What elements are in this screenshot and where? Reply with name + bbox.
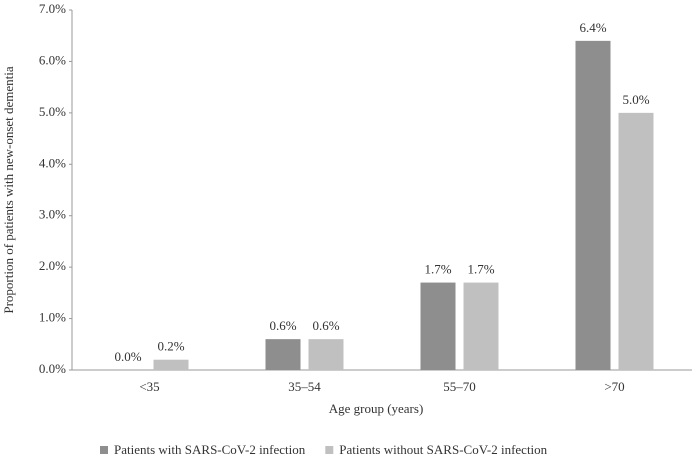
data-label: 6.4% [579,20,606,35]
y-tick-label: 0.0% [39,361,66,376]
y-tick-label: 6.0% [39,52,66,67]
legend-swatch [100,446,108,454]
data-label: 1.7% [424,262,451,277]
x-tick-label: <35 [139,379,159,394]
x-axis-label: Age group (years) [329,401,424,416]
bar [420,282,456,370]
y-tick-label: 2.0% [39,258,66,273]
y-tick-label: 4.0% [39,155,66,170]
data-label: 1.7% [467,262,494,277]
y-axis-label: Proportion of patients with new-onset de… [1,66,16,314]
data-label: 0.6% [312,318,339,333]
data-label: 0.6% [269,318,296,333]
bar [308,339,344,370]
x-tick-label: 35–54 [288,379,321,394]
x-tick-label: >70 [604,379,624,394]
y-tick-label: 1.0% [39,310,66,325]
legend-label: Patients with SARS-CoV-2 infection [114,442,306,457]
bar [463,282,499,370]
bar [618,112,654,370]
data-label: 0.0% [114,349,141,364]
bar [265,339,301,370]
legend-label: Patients without SARS-CoV-2 infection [339,442,547,457]
bar [575,40,611,370]
bar [153,359,189,370]
y-tick-label: 7.0% [39,1,66,16]
x-tick-label: 55–70 [443,379,476,394]
y-tick-label: 5.0% [39,104,66,119]
data-label: 5.0% [622,92,649,107]
y-tick-label: 3.0% [39,207,66,222]
data-label: 0.2% [157,339,184,354]
legend-swatch [325,446,334,454]
